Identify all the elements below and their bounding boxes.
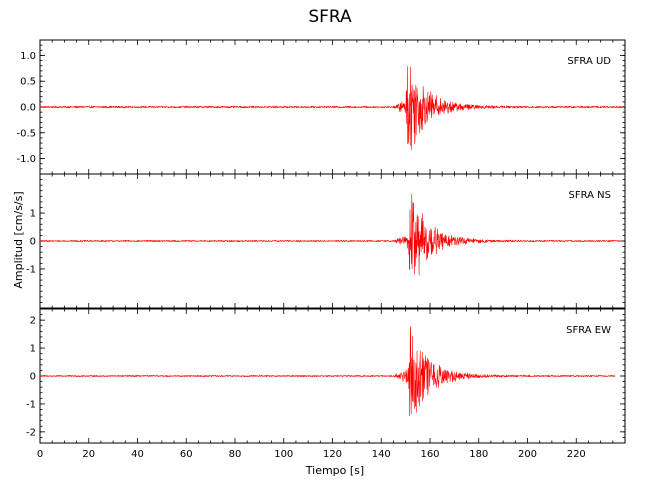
x-tick-label: 180: [469, 449, 488, 460]
y-tick-label: -2: [26, 427, 36, 438]
y-tick-label: 0: [30, 237, 36, 248]
panel-label: SFRA NS: [569, 190, 612, 201]
y-tick-label: -1: [26, 399, 36, 410]
x-tick-label: 220: [567, 449, 586, 460]
x-tick-label: 100: [274, 449, 293, 460]
panel-label: SFRA UD: [567, 56, 611, 67]
trace-line: [39, 193, 621, 276]
x-tick-label: 120: [323, 449, 342, 460]
x-tick-label: 80: [229, 449, 242, 460]
panel-3: 2 1 0 -1 -2 SFRA EW: [26, 308, 626, 444]
y-tick-label: -0.5: [16, 128, 36, 139]
x-tick-label: 160: [420, 449, 439, 460]
trace-line: [39, 65, 625, 151]
x-tick-label: 20: [82, 449, 95, 460]
chart-title: SFRA: [308, 7, 352, 27]
x-axis-label: Tiempo [s]: [305, 464, 364, 477]
panels-group: 1.0 0.5 0.0 -0.5 -1.0 SFRA UD 1 0 -1 SFRA NS 2 1 0 -1…: [16, 39, 626, 444]
x-tick-label: 40: [131, 449, 144, 460]
y-tick-label: 0: [30, 372, 36, 383]
y-tick-label: 0.0: [20, 103, 36, 114]
x-tick-label: 140: [372, 449, 391, 460]
x-tick-label: 60: [180, 449, 193, 460]
y-axis-label: Amplitud [cm/s/s]: [12, 191, 25, 288]
y-tick-label: 0.5: [20, 77, 36, 88]
panel-1: 1.0 0.5 0.0 -0.5 -1.0 SFRA UD: [16, 39, 626, 175]
x-tick-label: 200: [518, 449, 537, 460]
x-tick-label: 0: [37, 449, 43, 460]
y-tick-label: 1: [30, 209, 36, 220]
y-tick-label: 1: [30, 344, 36, 355]
y-tick-label: -1: [26, 264, 36, 275]
y-tick-label: 2: [30, 316, 36, 327]
y-tick-label: 1.0: [20, 51, 36, 62]
x-axis: 0 20 40 60 80 100 120 140 160 180 200 220: [37, 449, 586, 460]
panel-2: 1 0 -1 SFRA NS: [26, 173, 626, 309]
y-tick-label: -1.0: [16, 154, 36, 165]
trace-line: [39, 326, 616, 417]
panel-label: SFRA EW: [566, 325, 611, 336]
